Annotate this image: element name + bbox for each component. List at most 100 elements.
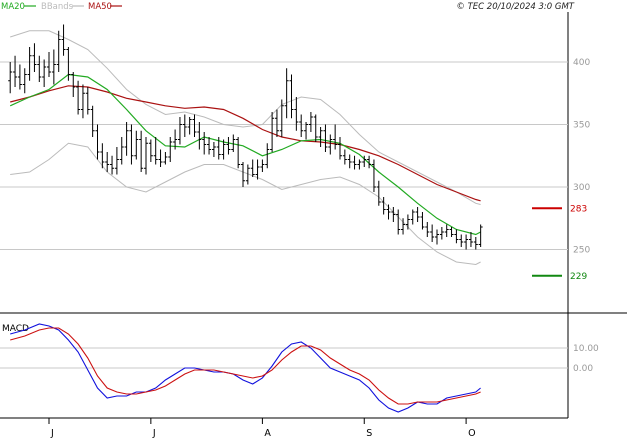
ohlc-bar [371,159,376,192]
ohlc-bar [274,109,279,137]
ohlc-bar [221,139,226,160]
ohlc-bar [270,112,275,152]
x-tick-label: O [468,428,475,439]
ohlc-bar [338,137,342,160]
ohlc-bar [410,209,415,225]
price-tick-labels: 250 300 350 400 [573,58,590,256]
macd-series-signal [10,327,481,405]
ohlc-bar [464,234,469,250]
ohlc-bar [376,180,381,206]
ohlc-bar [279,99,284,137]
ohlc-bar [420,212,425,230]
ohlc-bar [163,152,168,165]
x-tick-label: J [50,428,54,439]
ohlc-bar [47,52,51,77]
price-tick-label: 350 [573,121,590,131]
ohlc-bar [459,234,464,247]
watermark: © TEC 20/10/2024 3:0 GMT [456,2,574,12]
ohlc-bar [134,130,139,160]
price-tick-label: 400 [573,58,590,68]
ohlc-bar [80,84,85,119]
ohlc-bar [177,117,182,145]
ohlc-bar [304,122,309,140]
ohlc-bar [435,229,439,245]
ohlc-bar [454,229,459,244]
ohlc-bar [158,149,163,167]
legend-ma20-label: MA20 [1,2,25,12]
ohlc-bar [333,124,338,150]
bband-upper-line [10,30,481,205]
ohlc-bar [226,137,231,155]
ohlc-bar [216,137,221,160]
price-grid [0,61,568,250]
ohlc-bar [236,137,241,169]
ohlc-bar [241,162,245,187]
ohlc-bar [357,159,362,170]
ohlc-bar [85,87,90,115]
ohlc-bar [352,155,357,170]
ohlc-bar [187,117,192,135]
ohlc-bar [391,207,396,222]
macd-title: MACD [2,324,29,334]
ohlc-bar [299,114,304,137]
ohlc-bar [61,24,66,56]
price-tick-label: 300 [573,183,590,193]
ohlc-bar [260,159,265,172]
macd-tick-label: 0.00 [573,364,593,374]
ohlc-bar [367,155,372,169]
ohlc-bar [13,55,18,87]
ohlc-bar [231,134,236,152]
ohlc-bar [386,204,391,220]
x-tick-label: J [152,428,156,439]
ohlc-bar [76,80,81,115]
ohlc-bar [197,122,202,150]
ohlc-bar [430,224,435,242]
ohlc-bar [405,214,410,230]
ohlc-bar [22,68,27,94]
price-tick-label: 250 [573,246,590,256]
price-plot [8,24,483,266]
ohlc-bar [478,224,483,247]
ohlc-bar [202,132,207,155]
ohlc-bar [114,147,119,175]
ohlc-bar [148,139,153,162]
macd-tick-label: 10.00 [573,344,599,354]
ohlc-bar [71,72,76,97]
ohlc-bar [42,59,47,87]
ohlc-bar [449,227,454,237]
ohlc-bar [173,129,178,150]
ohlc-bar [473,237,478,250]
ohlc-bar [328,134,333,155]
ohlc-bar [124,122,129,156]
bband-lower-line [10,142,481,266]
ohlc-bar [381,197,386,215]
ohlc-bar [32,43,37,72]
ohlc-bar [66,47,71,81]
ohlc-bar [27,47,32,81]
ohlc-bar [211,142,216,157]
ohlc-bar [139,130,144,172]
ohlc-bar [17,64,22,90]
ohlc-bar [56,30,61,72]
ohlc-bar [144,137,148,175]
macd-grid [0,347,568,369]
ohlc-bar [396,209,401,235]
ohlc-bar [313,114,318,142]
price-levels: 283 229 [532,204,587,282]
ohlc-bar [347,154,352,169]
ma50-line [10,85,481,202]
ohlc-bar [245,164,250,185]
ohlc-bar [415,207,420,222]
ma20-line [9,73,481,236]
ohlc-bar [90,105,95,137]
ohlc-bar [250,159,255,177]
x-tick-label: S [366,428,372,439]
ohlc-bar [207,137,212,155]
ohlc-bar [289,74,294,119]
ohlc-bar [110,155,115,175]
legend: MA20 BBands MA50 [1,2,122,12]
ohlc-bar [308,112,313,132]
ohlc-bar [182,114,187,137]
ohlc-bar [105,152,110,172]
